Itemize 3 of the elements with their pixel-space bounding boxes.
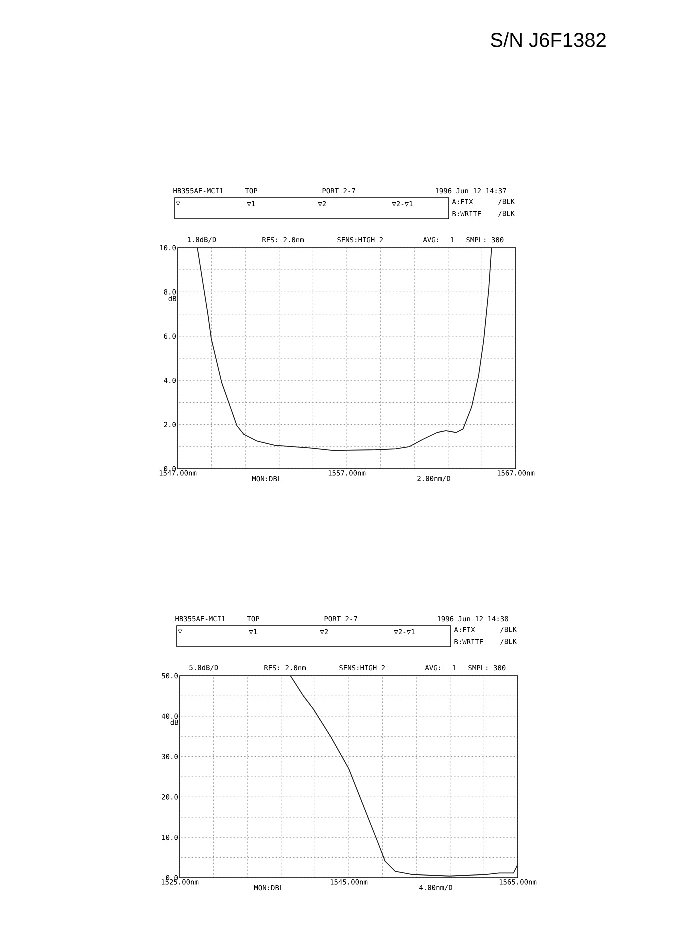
line-series bbox=[290, 676, 518, 877]
line-series bbox=[197, 248, 492, 452]
text: S/N J6F1382 bbox=[491, 32, 606, 48]
